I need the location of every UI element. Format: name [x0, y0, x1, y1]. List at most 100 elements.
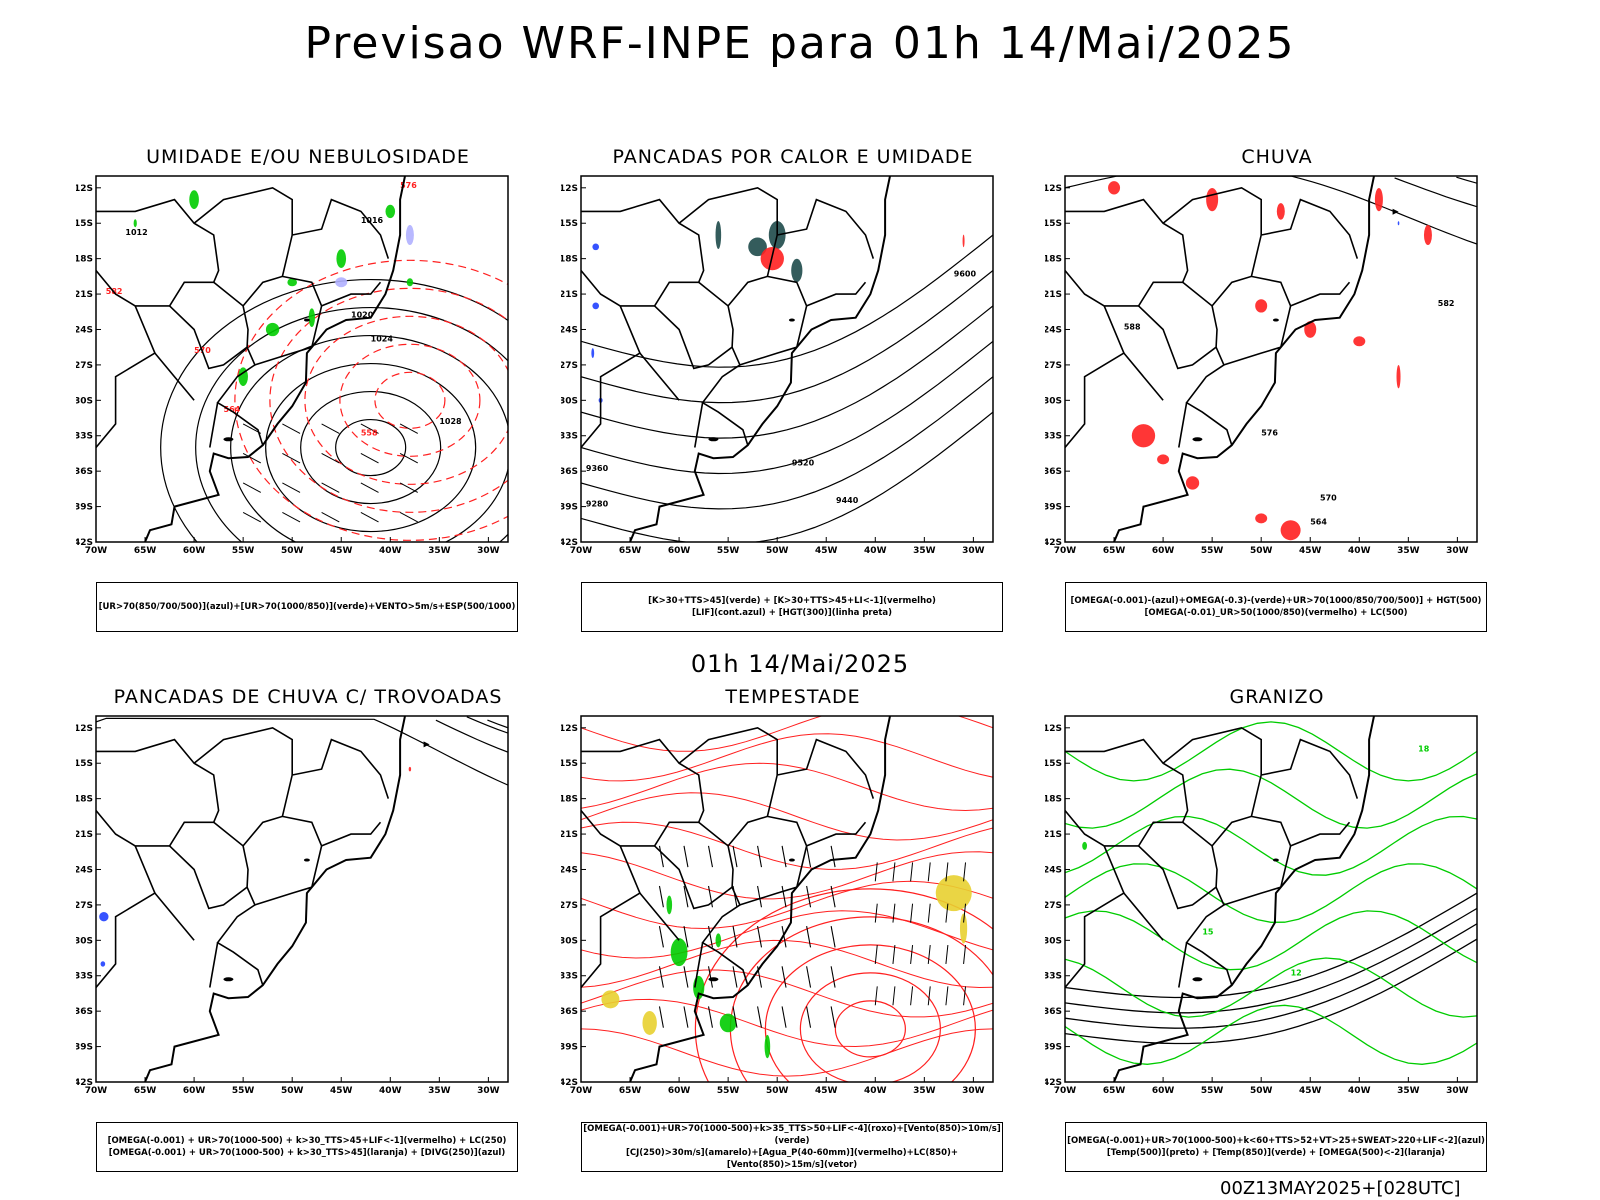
contour-label: 588	[1124, 322, 1141, 331]
lon-tick-label: 55W	[232, 546, 255, 556]
coastline	[629, 176, 891, 542]
contour-label: 1024	[371, 334, 394, 343]
wind-vector	[781, 845, 787, 868]
height-contour	[581, 234, 993, 368]
country-border	[654, 281, 734, 370]
lat-tick-label: 33S	[1045, 432, 1062, 442]
lon-tick-label: 60W	[183, 546, 206, 556]
contour-label: 564	[1310, 517, 1327, 526]
height-contour	[581, 376, 993, 510]
country-border	[242, 815, 323, 906]
lake	[223, 437, 234, 442]
lake	[1272, 318, 1279, 322]
lat-tick-label: 21S	[1045, 830, 1062, 840]
legend-line: [OMEGA(-0.001)-(azul)+OMEGA(-0.3)-(verde…	[1070, 596, 1482, 606]
lat-tick-label: 39S	[76, 503, 93, 513]
contour-line	[269, 287, 508, 513]
contour-line	[195, 306, 508, 542]
country-border	[96, 305, 156, 449]
shaded-area	[1397, 221, 1400, 226]
lat-tick-label: 36S	[1045, 1007, 1062, 1017]
lon-tick-label: 60W	[668, 546, 691, 556]
wind-vector	[242, 482, 262, 493]
wind-vector	[757, 1006, 763, 1028]
wind-vector	[321, 423, 340, 434]
contour-line	[265, 362, 477, 533]
wind-vector	[683, 885, 689, 908]
contour-line	[581, 880, 993, 930]
temp500-contour	[1065, 907, 1477, 1014]
contour-label: 558	[361, 429, 378, 438]
wind-vector	[399, 482, 418, 493]
lat-tick-label: 33S	[76, 972, 93, 982]
wind-vector	[945, 944, 949, 964]
country-border	[1290, 821, 1351, 847]
lon-tick-label: 30W	[477, 546, 500, 556]
coastline	[1113, 716, 1375, 1082]
wind-vector	[707, 966, 713, 988]
lon-tick-label: 55W	[232, 1086, 255, 1096]
contour-line	[339, 343, 481, 457]
contour-label: 1028	[439, 417, 462, 426]
shaded-area	[308, 308, 316, 328]
wind-vector	[658, 966, 664, 988]
wind-vector	[781, 926, 787, 948]
panel-tempestade: TEMPESTADE 12S 15S 18S 21S 24S 27S 30S 33S 36S 39…	[561, 686, 1031, 1172]
map-granizo: 15 12 18 12S 15S 18S 21S 24S 27S 30S 33S 36S 39S 42S7…	[1045, 715, 1478, 1096]
shaded-area	[748, 237, 767, 257]
wind-vector	[806, 926, 812, 948]
lat-tick-label: 27S	[76, 361, 93, 371]
shaded-area	[405, 225, 414, 246]
wind-vector	[892, 986, 896, 1006]
shaded-area	[406, 278, 414, 287]
lat-tick-label: 27S	[1045, 901, 1062, 911]
country-border	[1290, 281, 1351, 307]
contour-label: 12	[1291, 969, 1302, 978]
lon-tick-label: 35W	[913, 546, 936, 556]
contour-line	[764, 944, 976, 1082]
lat-tick-label: 36S	[561, 467, 578, 477]
wind-vector	[658, 1006, 664, 1028]
wind-vector	[927, 903, 931, 923]
shaded-area	[189, 190, 199, 209]
lon-tick-label: 70W	[570, 546, 593, 556]
country-border	[1065, 845, 1125, 989]
streamline-arrow	[423, 741, 430, 748]
wind-vector	[874, 986, 878, 1006]
streamline	[96, 717, 508, 786]
contour-line	[234, 259, 508, 541]
coastline	[629, 716, 891, 1082]
panel-pancadas-trovoadas: PANCADAS DE CHUVA C/ TROVOADAS 12S 15S 18S…	[76, 686, 546, 1172]
map-frame	[580, 715, 994, 1083]
map-chuva: 588 582 576 570 564 12S 15S 18S 21S 24S 27S 30S 33S 3…	[1045, 175, 1478, 556]
country-border	[1138, 821, 1218, 910]
shaded-area	[715, 933, 722, 948]
wind-vector	[830, 926, 836, 948]
lon-tick-label: 45W	[815, 1086, 838, 1096]
wind-vector	[874, 862, 878, 882]
wind-vector	[910, 986, 914, 1006]
wind-vector	[892, 903, 896, 923]
contour-line	[374, 371, 446, 429]
legend-line: [OMEGA(-0.001)+UR>70(1000-500)+k<60+TTS>…	[1067, 1136, 1485, 1146]
lat-tick-label: 30S	[76, 396, 93, 406]
wind-vector	[707, 885, 713, 908]
country-border	[581, 198, 705, 307]
contour-line	[581, 1028, 993, 1077]
shaded-area	[592, 302, 600, 310]
lon-tick-label: 30W	[1446, 1086, 1469, 1096]
lon-tick-label: 40W	[1348, 1086, 1371, 1096]
lon-tick-label: 40W	[379, 546, 402, 556]
country-border	[1138, 281, 1218, 370]
shaded-area	[601, 990, 620, 1009]
streamline	[1065, 176, 1477, 245]
wind-vector	[360, 453, 379, 464]
country-border	[806, 281, 867, 307]
wind-vector	[732, 845, 738, 868]
shaded-area	[670, 938, 688, 967]
lat-tick-label: 39S	[76, 1043, 93, 1053]
lat-tick-label: 30S	[561, 936, 578, 946]
lon-tick-label: 65W	[134, 1086, 157, 1096]
contour-line	[581, 716, 993, 752]
contour-label: 1020	[351, 311, 374, 320]
